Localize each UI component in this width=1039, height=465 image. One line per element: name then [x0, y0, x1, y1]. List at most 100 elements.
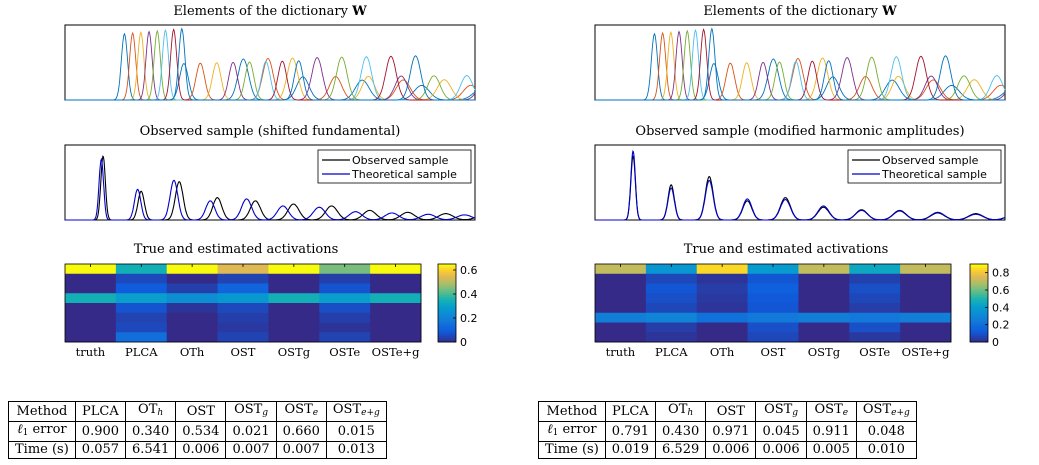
table-header-cell: OSTg [755, 401, 807, 422]
right-panel: Elements of the dictionary W Observed sa… [594, 4, 1010, 359]
table-row-label: ℓ1 error [8, 421, 76, 442]
colorbar-swatch [970, 310, 988, 314]
heatmap-cell [217, 293, 269, 304]
colorbar-swatch [438, 326, 456, 329]
heatmap-cell [900, 312, 952, 323]
colorbar-swatch [970, 320, 988, 323]
heatmap-cell [900, 322, 952, 333]
heatmap-cell [319, 293, 371, 304]
heatmap-cell [747, 322, 799, 333]
colorbar-swatch [970, 275, 988, 279]
right-dict-title: Elements of the dictionary W [703, 4, 897, 19]
table-row-label: Time (s) [8, 441, 76, 459]
heatmap-cell [65, 312, 117, 323]
table-header-cell: OTh [655, 401, 707, 422]
colorbar-tick-label: 0 [460, 336, 467, 349]
heatmap-cell [696, 312, 748, 323]
method-label-truth: truth [606, 345, 636, 359]
table-cell: 0.007 [275, 441, 327, 459]
heatmap-cell [65, 322, 117, 333]
heatmap-cell [268, 322, 320, 333]
left-dict-plot [65, 27, 476, 101]
table-header-row: Method PLCA OTh OST OSTg OSTe OSTe+g [8, 401, 387, 422]
heatmap-cell [370, 322, 422, 333]
heatmap-cell [65, 273, 117, 284]
right-sample-plot [595, 149, 1006, 221]
heatmap-cell [268, 283, 320, 294]
heatmap-cell [268, 293, 320, 304]
heatmap-cell [900, 303, 952, 314]
heatmap-cell [849, 273, 901, 284]
table-cell: 0.006 [755, 441, 807, 459]
heatmap-cell [217, 322, 269, 333]
colorbar-swatch [438, 264, 456, 267]
heatmap-cell [166, 332, 218, 343]
heatmap-cell [319, 312, 371, 323]
heatmap-cell [65, 303, 117, 314]
heatmap-cell [370, 283, 422, 294]
heatmap-cell [166, 303, 218, 314]
heatmap-cell [166, 283, 218, 294]
heatmap-cell [65, 293, 117, 304]
heatmap-cell [65, 264, 117, 275]
heatmap-cell [798, 264, 850, 275]
table-cell: 0.013 [325, 441, 387, 459]
heatmap-cell [798, 293, 850, 304]
heatmap-cell [645, 322, 698, 333]
colorbar-swatch [970, 334, 988, 337]
right-act-title: True and estimated activations [684, 242, 889, 257]
heatmap-cell [166, 322, 218, 333]
table-header-cell: OST [705, 401, 757, 422]
colorbar-swatch [970, 285, 988, 288]
left-colorbar: 0.6 0.4 0.2 0 [437, 263, 478, 349]
table-header-cell: OSTe [275, 401, 327, 422]
method-label-ost: OST [231, 345, 256, 359]
heatmap-cell [645, 293, 698, 304]
dict-series-8 [65, 27, 475, 101]
heatmap-cell [370, 332, 422, 343]
figure: Elements of the dictionary W Observed sa… [64, 4, 1010, 359]
colorbar-frame [437, 263, 457, 343]
left-act-title: True and estimated activations [134, 242, 339, 257]
colorbar-swatch [438, 287, 456, 290]
heatmap-cell [65, 332, 117, 343]
table-cell: 0.019 [604, 441, 657, 459]
colorbar-swatch [438, 320, 456, 323]
table-row-label: Time (s) [538, 441, 606, 459]
method-label-oth: OTh [180, 345, 205, 359]
colorbar-swatch [438, 275, 456, 279]
colorbar-swatch [438, 306, 456, 310]
colorbar-swatch [970, 308, 988, 312]
left-method-labels: truth PLCA OTh OST OSTg OSTe OSTe+g [76, 345, 421, 359]
heatmap-cell [696, 283, 748, 294]
heatmap-cell [217, 303, 269, 314]
heatmap-cell [268, 303, 320, 314]
heatmap-cell [115, 312, 168, 323]
heatmap-cell [645, 303, 698, 314]
heatmap-cell [798, 303, 850, 314]
table-cell: 0.900 [74, 421, 127, 442]
colorbar-tick-label: 0 [992, 336, 999, 349]
colorbar-swatch [438, 269, 456, 273]
colorbar-swatch [438, 304, 456, 308]
table-header-row: Method PLCA OTh OST OSTg OSTe OSTe+g [538, 401, 917, 422]
heatmap-cell [900, 332, 952, 343]
colorbar-swatch [438, 267, 456, 271]
colorbar-swatch [970, 269, 988, 273]
colorbar-swatch [970, 332, 988, 335]
dict-series-8 [595, 27, 1005, 101]
table-header-cell: Method [8, 401, 76, 422]
colorbar-swatch [438, 316, 456, 319]
table-header-cell: OSTe+g [325, 401, 387, 422]
right-method-labels: truth PLCA OTh OST OSTg OSTe OSTe+g [606, 345, 951, 359]
table-cell: 0.007 [225, 441, 277, 459]
heatmap-cell [900, 283, 952, 294]
colorbar-swatch [438, 277, 456, 280]
colorbar-swatch [438, 340, 456, 343]
colorbar-swatch [970, 326, 988, 329]
heatmap-cell [166, 264, 218, 275]
colorbar-swatch [970, 304, 988, 308]
heatmap-cell [370, 303, 422, 314]
colorbar-swatch [970, 291, 988, 294]
colorbar-swatch [970, 289, 988, 292]
